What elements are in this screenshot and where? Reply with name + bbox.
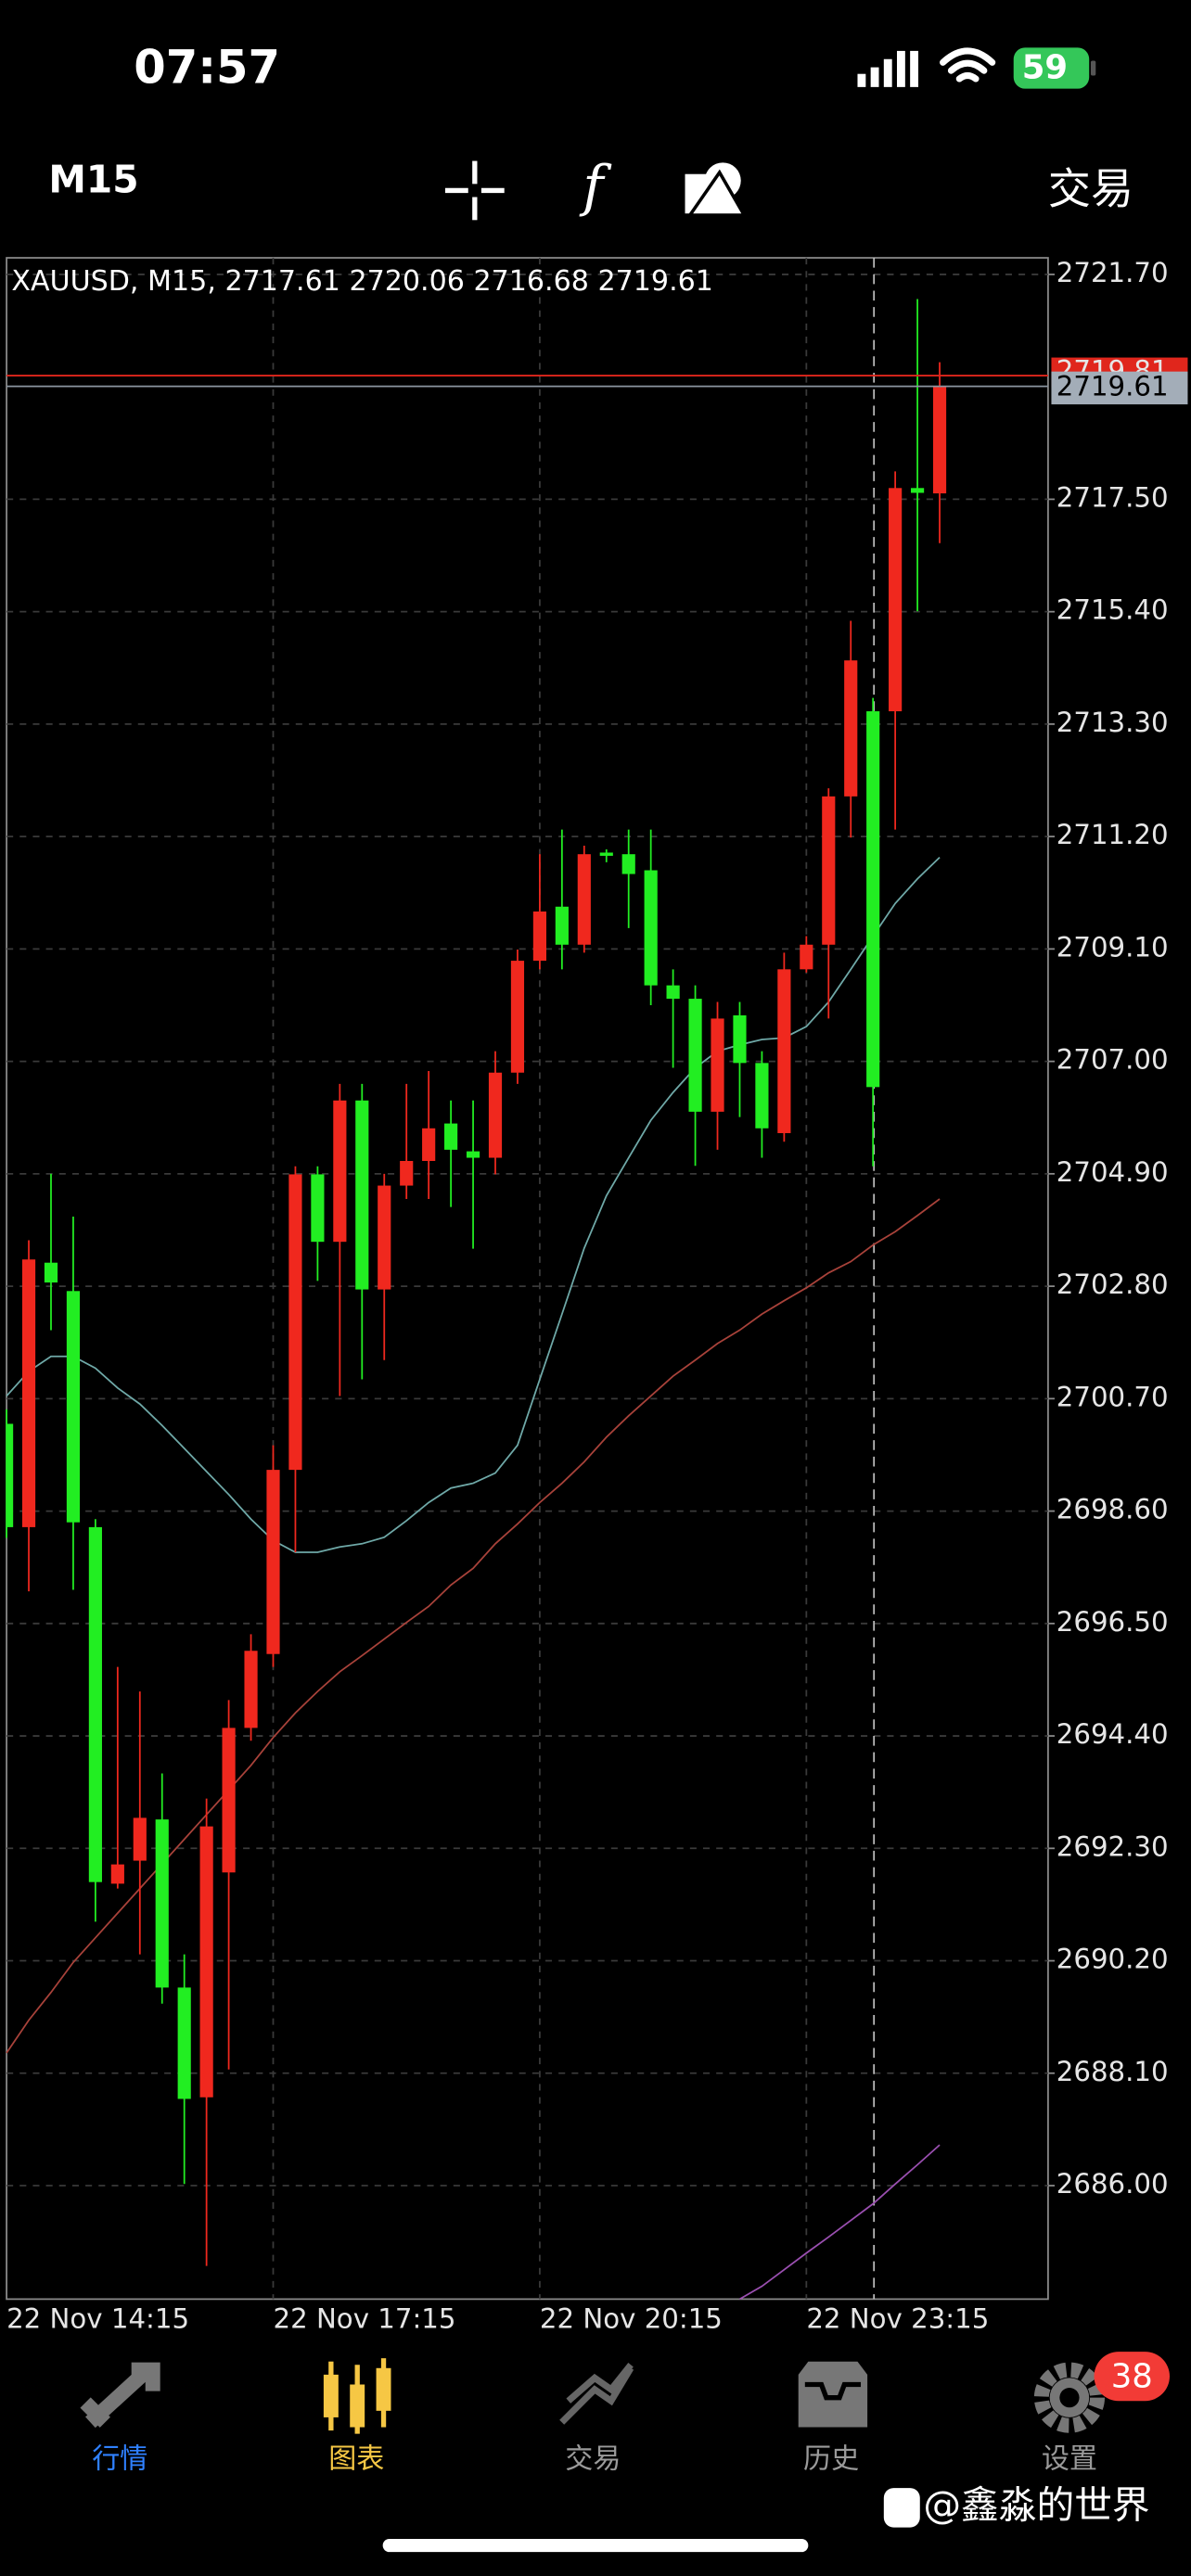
y-tick-label: 2717.50 [1057, 481, 1169, 513]
trade-button[interactable]: 交易 [1048, 164, 1133, 214]
candle-body [466, 1151, 480, 1158]
crosshair-button[interactable] [444, 160, 505, 221]
wifi-icon [940, 47, 996, 83]
tab-label[interactable]: 图表 [328, 2442, 384, 2475]
tab-bar: 行情 图表 交易 历史 设置 38 [80, 2352, 1170, 2476]
battery-icon [1013, 47, 1090, 89]
timeframe-button[interactable]: M15 [48, 158, 138, 202]
candle-body [555, 906, 569, 945]
battery-level: 59 [1022, 48, 1068, 86]
candle-body [6, 1423, 14, 1527]
candle-body [532, 911, 546, 962]
candle-body [422, 1128, 436, 1162]
ma-line [739, 2144, 941, 2301]
settings-tab[interactable]: 设置 [1033, 2362, 1106, 2476]
candle-body [644, 870, 658, 986]
chart-tab[interactable]: 图表 [323, 2358, 391, 2475]
tab-label[interactable]: 设置 [1042, 2442, 1097, 2475]
chart: 2721.70 2717.50 2715.40 2713.30 2711.20 2709.… [6, 257, 1188, 2334]
candle-body [688, 999, 702, 1112]
candle-body [400, 1161, 414, 1186]
candle-body [199, 1826, 213, 2098]
candle-body [577, 854, 591, 945]
candle-body [910, 488, 925, 493]
candle-body [266, 1470, 280, 1654]
candle-body [355, 1100, 369, 1290]
candle-body [755, 1063, 769, 1129]
chart-title: XAUUSD, M15, 2717.61 2720.06 2716.68 271… [11, 265, 713, 298]
y-tick-label: 2686.00 [1057, 2168, 1169, 2200]
candle-body [66, 1291, 81, 1523]
bid-label: 2719.61 [1057, 370, 1169, 402]
candle-body [155, 1819, 169, 1988]
candle-body [333, 1100, 347, 1243]
signal-icon [857, 50, 919, 87]
x-tick-label: 22 Nov 14:15 [6, 2302, 189, 2334]
y-tick-label: 2721.70 [1057, 257, 1169, 288]
y-tick-label: 2698.60 [1057, 1494, 1169, 1525]
candle-body [822, 796, 836, 945]
clock: 07:57 [134, 41, 280, 95]
tab-label[interactable]: 交易 [565, 2442, 621, 2475]
candle-body [288, 1174, 302, 1471]
history-tab[interactable]: 历史 [798, 2361, 868, 2476]
y-tick-label: 2694.40 [1057, 1718, 1169, 1750]
candle-body [222, 1728, 236, 1873]
x-tick-label: 22 Nov 17:15 [273, 2302, 455, 2334]
badge [1094, 2352, 1170, 2402]
home-indicator [382, 2538, 809, 2553]
candle-body [444, 1123, 458, 1150]
objects-button[interactable] [685, 162, 748, 217]
tab-label[interactable]: 行情 [92, 2442, 147, 2475]
y-tick-label: 2692.30 [1057, 1830, 1169, 1862]
trade-tab[interactable]: 交易 [559, 2363, 634, 2475]
y-tick-label: 2715.40 [1057, 594, 1169, 626]
x-tick-label: 22 Nov 20:15 [540, 2302, 723, 2334]
battery-tip [1090, 60, 1096, 76]
y-tick-label: 2702.80 [1057, 1269, 1169, 1300]
candle-body [110, 1864, 124, 1884]
candle-body [733, 1014, 747, 1064]
candle-body [599, 852, 613, 856]
candle-body [666, 985, 680, 1000]
y-tick-label: 2709.10 [1057, 931, 1169, 963]
chart-frame [6, 257, 1049, 2301]
candle-body [800, 944, 813, 970]
y-tick-label: 2713.30 [1057, 707, 1169, 738]
candle-body [133, 1817, 147, 1861]
y-tick-label: 2711.20 [1057, 819, 1169, 850]
candle-body [88, 1526, 102, 1882]
candle-body [866, 711, 880, 1088]
y-tick-label: 2704.90 [1057, 1156, 1169, 1188]
candle-body [889, 488, 903, 712]
y-tick-label: 2700.70 [1057, 1381, 1169, 1412]
candle-body [378, 1185, 391, 1290]
x-tick-label: 22 Nov 23:15 [806, 2302, 989, 2334]
candle-body [488, 1072, 503, 1158]
candle-body [510, 961, 525, 1073]
candle-body [177, 1987, 191, 2099]
y-tick-label: 2688.10 [1057, 2056, 1169, 2087]
tab-label[interactable]: 历史 [803, 2442, 859, 2475]
badge-count: 38 [1111, 2357, 1153, 2395]
bid-label-bg [1051, 371, 1188, 405]
candle-body [844, 660, 858, 797]
y-tick-label: 2690.20 [1057, 1944, 1169, 1975]
candle-body [21, 1259, 36, 1527]
watermark: @鑫淼的世界 [923, 2482, 1149, 2527]
candle-body [777, 969, 791, 1133]
candle-body [711, 1018, 724, 1112]
candle-body [311, 1174, 325, 1243]
candle-body [621, 854, 635, 874]
quotes-tab[interactable]: 行情 [80, 2362, 160, 2476]
watermark-icon [883, 2488, 920, 2528]
y-tick-label: 2696.50 [1057, 1606, 1169, 1638]
candle-body [44, 1262, 58, 1283]
candle-body [932, 386, 947, 494]
y-tick-label: 2707.00 [1057, 1044, 1169, 1076]
candle-body [244, 1651, 258, 1728]
